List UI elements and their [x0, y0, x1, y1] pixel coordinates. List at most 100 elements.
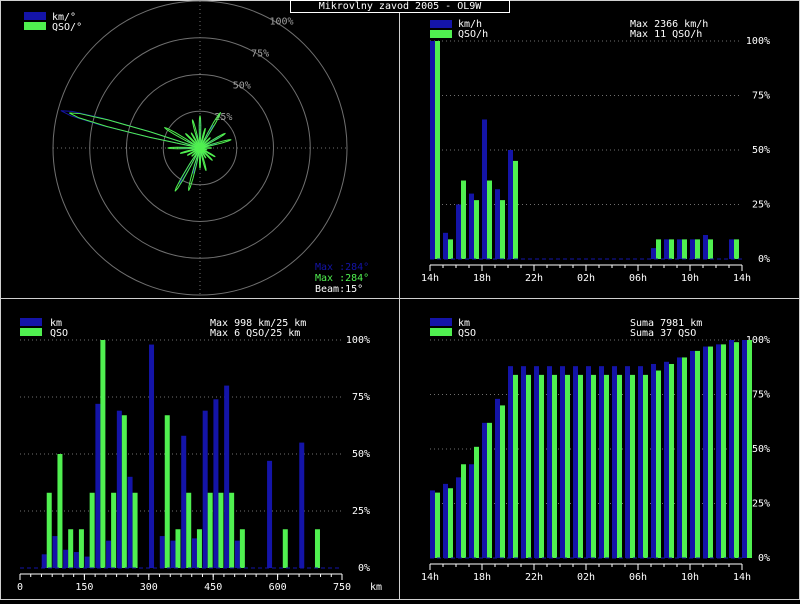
- polar-max-km-label: Max :284°: [315, 262, 369, 273]
- legend-swatch-qsoh: [430, 30, 452, 38]
- y-tick-label: 25%: [352, 506, 370, 517]
- bar-km: [482, 119, 487, 259]
- bar-qso: [208, 493, 213, 568]
- y-tick-label: 100%: [746, 36, 770, 47]
- polar-ring-label: 50%: [233, 80, 251, 91]
- x-tick-label: 14h: [421, 273, 439, 284]
- bar-qso: [708, 239, 713, 259]
- legend-label-qsoh: QSO/h: [458, 29, 488, 40]
- bar-qso: [90, 493, 95, 568]
- y-tick-label: 0%: [758, 553, 770, 564]
- bar-km: [508, 150, 513, 259]
- bar-km: [430, 41, 435, 259]
- bar-qso: [283, 529, 288, 568]
- max-label-qsoh: Max 11 QSO/h: [630, 29, 702, 40]
- legend-swatch-qso-dist: [20, 328, 42, 336]
- bar-km: [117, 411, 122, 568]
- bar-km: [106, 541, 111, 568]
- y-tick-label: 75%: [752, 91, 770, 102]
- bar-qso: [578, 375, 583, 558]
- bar-qso: [734, 239, 739, 259]
- bar-km: [443, 233, 448, 259]
- bar-qso: [197, 529, 202, 568]
- bar-km: [625, 366, 630, 558]
- bar-km: [299, 443, 304, 568]
- bar-km: [213, 399, 218, 568]
- bar-qso: [111, 493, 116, 568]
- bar-km: [612, 366, 617, 558]
- bar-km: [63, 550, 68, 568]
- bar-km: [690, 351, 695, 558]
- bar-qso: [669, 239, 674, 259]
- bar-km: [160, 536, 165, 568]
- bar-qso: [435, 41, 440, 259]
- bar-km: [456, 477, 461, 558]
- bar-km: [638, 366, 643, 558]
- bar-qso: [122, 415, 127, 568]
- x-tick-label: 0: [17, 582, 23, 593]
- bar-km: [74, 552, 79, 568]
- x-tick-label: 22h: [525, 572, 543, 583]
- bar-qso: [682, 239, 687, 259]
- x-tick-label: 300: [140, 582, 158, 593]
- bar-km: [203, 411, 208, 568]
- bar-km: [560, 366, 565, 558]
- y-tick-label: 0%: [358, 563, 370, 574]
- legend-label-qso-sum: QSO: [458, 328, 476, 339]
- bar-qso: [643, 375, 648, 558]
- x-tick-label: 14h: [733, 273, 751, 284]
- bar-km: [573, 366, 578, 558]
- y-tick-label: 50%: [352, 449, 370, 460]
- legend-swatch-km-deg: [24, 12, 46, 20]
- x-tick-label: 06h: [629, 273, 647, 284]
- legend-swatch-km-sum: [430, 318, 452, 326]
- polar-max-qso-label: Max :284°: [315, 273, 369, 284]
- polar-beam-label: Beam:15°: [315, 284, 363, 295]
- polar-lobe-km: [61, 111, 200, 148]
- x-tick-label: 10h: [681, 572, 699, 583]
- y-tick-label: 25%: [752, 499, 770, 510]
- bar-km: [521, 366, 526, 558]
- bar-qso: [79, 529, 84, 568]
- bar-qso: [721, 344, 726, 558]
- x-tick-label: 14h: [733, 572, 751, 583]
- bar-qso: [165, 415, 170, 568]
- bar-km: [677, 239, 682, 259]
- bar-km: [192, 538, 197, 568]
- bar-qso: [474, 200, 479, 259]
- y-tick-label: 75%: [752, 390, 770, 401]
- x-tick-label: 22h: [525, 273, 543, 284]
- y-tick-label: 0%: [758, 254, 770, 265]
- bar-qso: [448, 488, 453, 558]
- bar-qso: [656, 239, 661, 259]
- bar-km: [469, 464, 474, 558]
- sum-label-qso: Suma 37 QSO: [630, 328, 696, 339]
- bar-km: [651, 364, 656, 558]
- polar-ring-label: 100%: [270, 17, 294, 28]
- bar-km: [443, 484, 448, 558]
- legend-swatch-kmh: [430, 20, 452, 28]
- bar-km: [690, 239, 695, 259]
- x-tick-label: 06h: [629, 572, 647, 583]
- bar-km: [495, 189, 500, 259]
- y-tick-label: 50%: [752, 444, 770, 455]
- polar-lobe-qso: [69, 113, 200, 148]
- bar-qso: [708, 347, 713, 558]
- bar-km: [181, 436, 186, 568]
- x-tick-label: 600: [269, 582, 287, 593]
- bar-km: [149, 345, 154, 568]
- bar-qso: [565, 375, 570, 558]
- bar-qso: [747, 340, 752, 558]
- x-tick-label: 02h: [577, 273, 595, 284]
- x-tick-label: 10h: [681, 273, 699, 284]
- y-tick-label: 50%: [752, 145, 770, 156]
- bar-qso: [315, 529, 320, 568]
- bar-qso: [539, 375, 544, 558]
- bar-km: [599, 366, 604, 558]
- bar-km: [664, 362, 669, 558]
- y-tick-label: 100%: [346, 335, 370, 346]
- bar-qso: [487, 181, 492, 259]
- bar-qso: [100, 340, 105, 568]
- bar-qso: [669, 364, 674, 558]
